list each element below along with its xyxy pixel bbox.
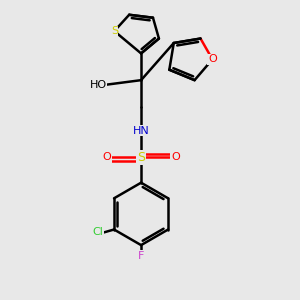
Text: S: S <box>111 26 118 36</box>
Text: O: O <box>171 152 180 162</box>
Text: F: F <box>138 250 144 260</box>
Text: Cl: Cl <box>93 227 104 238</box>
Text: HO: HO <box>90 80 107 90</box>
Text: S: S <box>137 151 145 164</box>
Text: O: O <box>103 152 111 162</box>
Text: O: O <box>208 54 217 64</box>
Text: HN: HN <box>133 126 149 136</box>
